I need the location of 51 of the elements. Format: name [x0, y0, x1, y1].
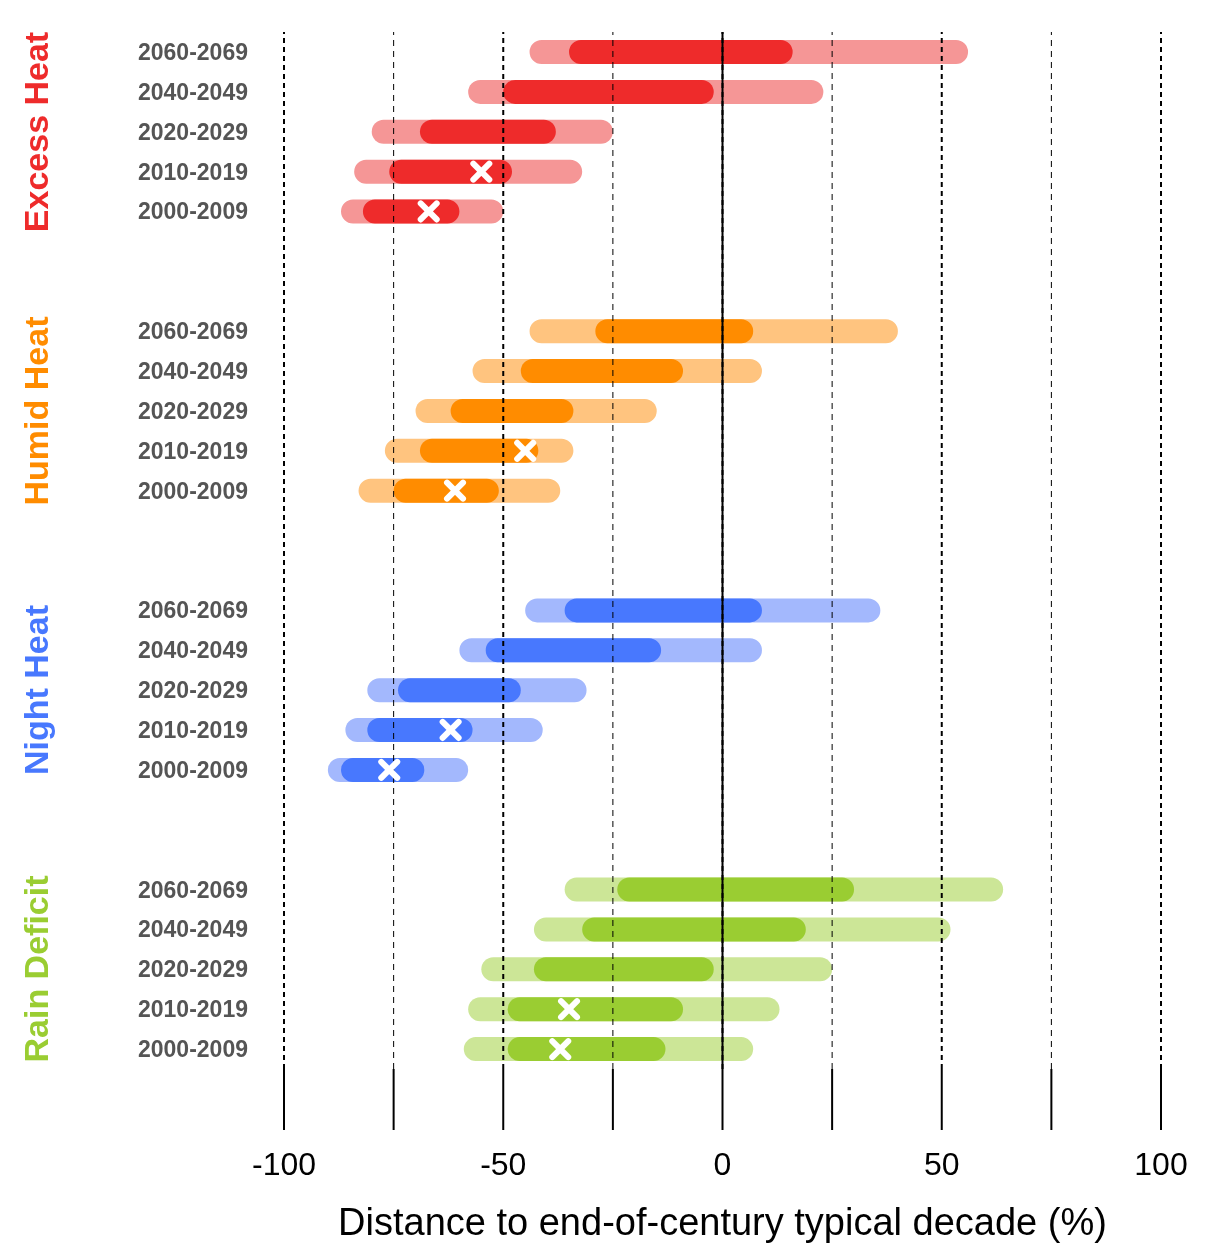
- y-tick-label: 2020-2029: [138, 397, 248, 425]
- bar: [582, 917, 806, 942]
- bar: [520, 359, 684, 384]
- bar: [595, 319, 754, 344]
- point: [444, 479, 467, 502]
- y-tick-label: 2000-2009: [138, 756, 248, 784]
- y-tick-label: 2010-2019: [138, 437, 248, 465]
- bar: [617, 877, 855, 902]
- bar: [485, 638, 662, 663]
- x-tick-label: -50: [480, 1145, 527, 1182]
- x-tick-label: 50: [923, 1145, 960, 1182]
- x-tick-label: 100: [1134, 1145, 1188, 1182]
- bar: [564, 598, 762, 623]
- y-tick-label: 2000-2009: [138, 477, 248, 505]
- y-tick-label: 2000-2009: [138, 197, 248, 225]
- point: [514, 439, 537, 462]
- x-tick-label: 0: [713, 1145, 732, 1182]
- point: [549, 1038, 572, 1061]
- x-axis-title: Distance to end-of-century typical decade (%): [338, 1201, 1107, 1243]
- bar: [398, 678, 521, 703]
- x-tick-label: -100: [251, 1145, 317, 1182]
- y-tick-label: 2020-2029: [138, 676, 248, 704]
- point: [439, 718, 462, 741]
- y-tick-label: 2060-2069: [138, 38, 248, 66]
- text: Rain Deficit: [16, 875, 56, 1063]
- y-tick-label: 2020-2029: [138, 118, 248, 146]
- y-tick-label: 2040-2049: [138, 78, 248, 106]
- text: Humid Heat: [16, 316, 56, 506]
- y-tick-label: 2060-2069: [138, 317, 248, 345]
- y-tick-label: 2020-2029: [138, 955, 248, 983]
- point: [417, 200, 440, 223]
- y-tick-label: 2010-2019: [138, 158, 248, 186]
- bar: [507, 997, 684, 1022]
- text: Night Heat: [16, 605, 56, 776]
- y-tick-label: 2040-2049: [138, 915, 248, 943]
- bar: [507, 1037, 666, 1062]
- bar: [569, 40, 793, 64]
- point: [470, 160, 493, 183]
- y-tick-label: 2060-2069: [138, 876, 248, 904]
- bar: [503, 79, 714, 104]
- bar: [419, 119, 556, 144]
- bar: [450, 398, 574, 423]
- y-tick-label: 2040-2049: [138, 357, 248, 385]
- y-tick-label: 2010-2019: [138, 716, 248, 744]
- point: [558, 998, 581, 1021]
- y-tick-label: 2010-2019: [138, 995, 248, 1023]
- y-tick-label: 2000-2009: [138, 1035, 248, 1063]
- bar: [533, 957, 714, 982]
- y-tick-label: 2040-2049: [138, 636, 248, 664]
- text: Excess Heat: [16, 31, 56, 232]
- y-tick-label: 2060-2069: [138, 596, 248, 624]
